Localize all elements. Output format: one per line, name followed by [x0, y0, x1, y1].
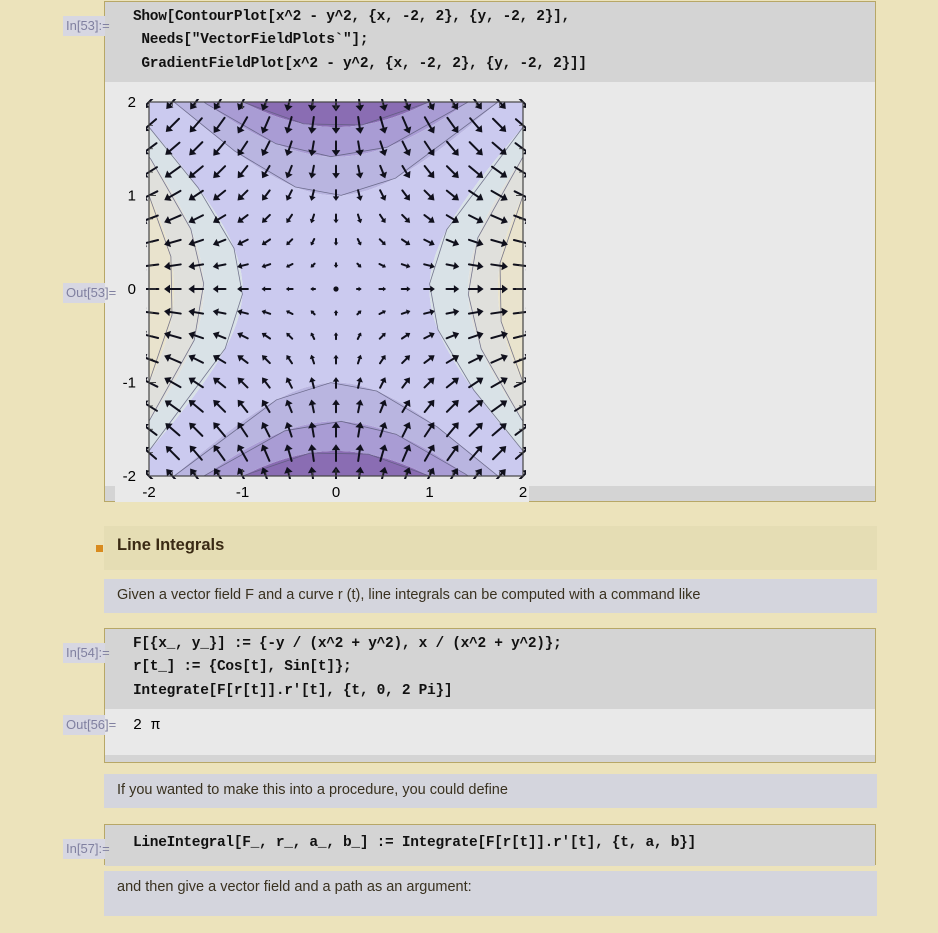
- svg-text:0: 0: [128, 281, 136, 298]
- svg-text:-2: -2: [142, 484, 155, 501]
- svg-text:-1: -1: [123, 375, 136, 392]
- svg-text:2: 2: [519, 484, 527, 501]
- svg-text:-2: -2: [123, 468, 136, 485]
- svg-text:0: 0: [332, 484, 340, 501]
- svg-text:2: 2: [128, 96, 136, 111]
- svg-text:1: 1: [128, 188, 136, 205]
- svg-text:1: 1: [425, 484, 433, 501]
- svg-text:-1: -1: [236, 484, 249, 501]
